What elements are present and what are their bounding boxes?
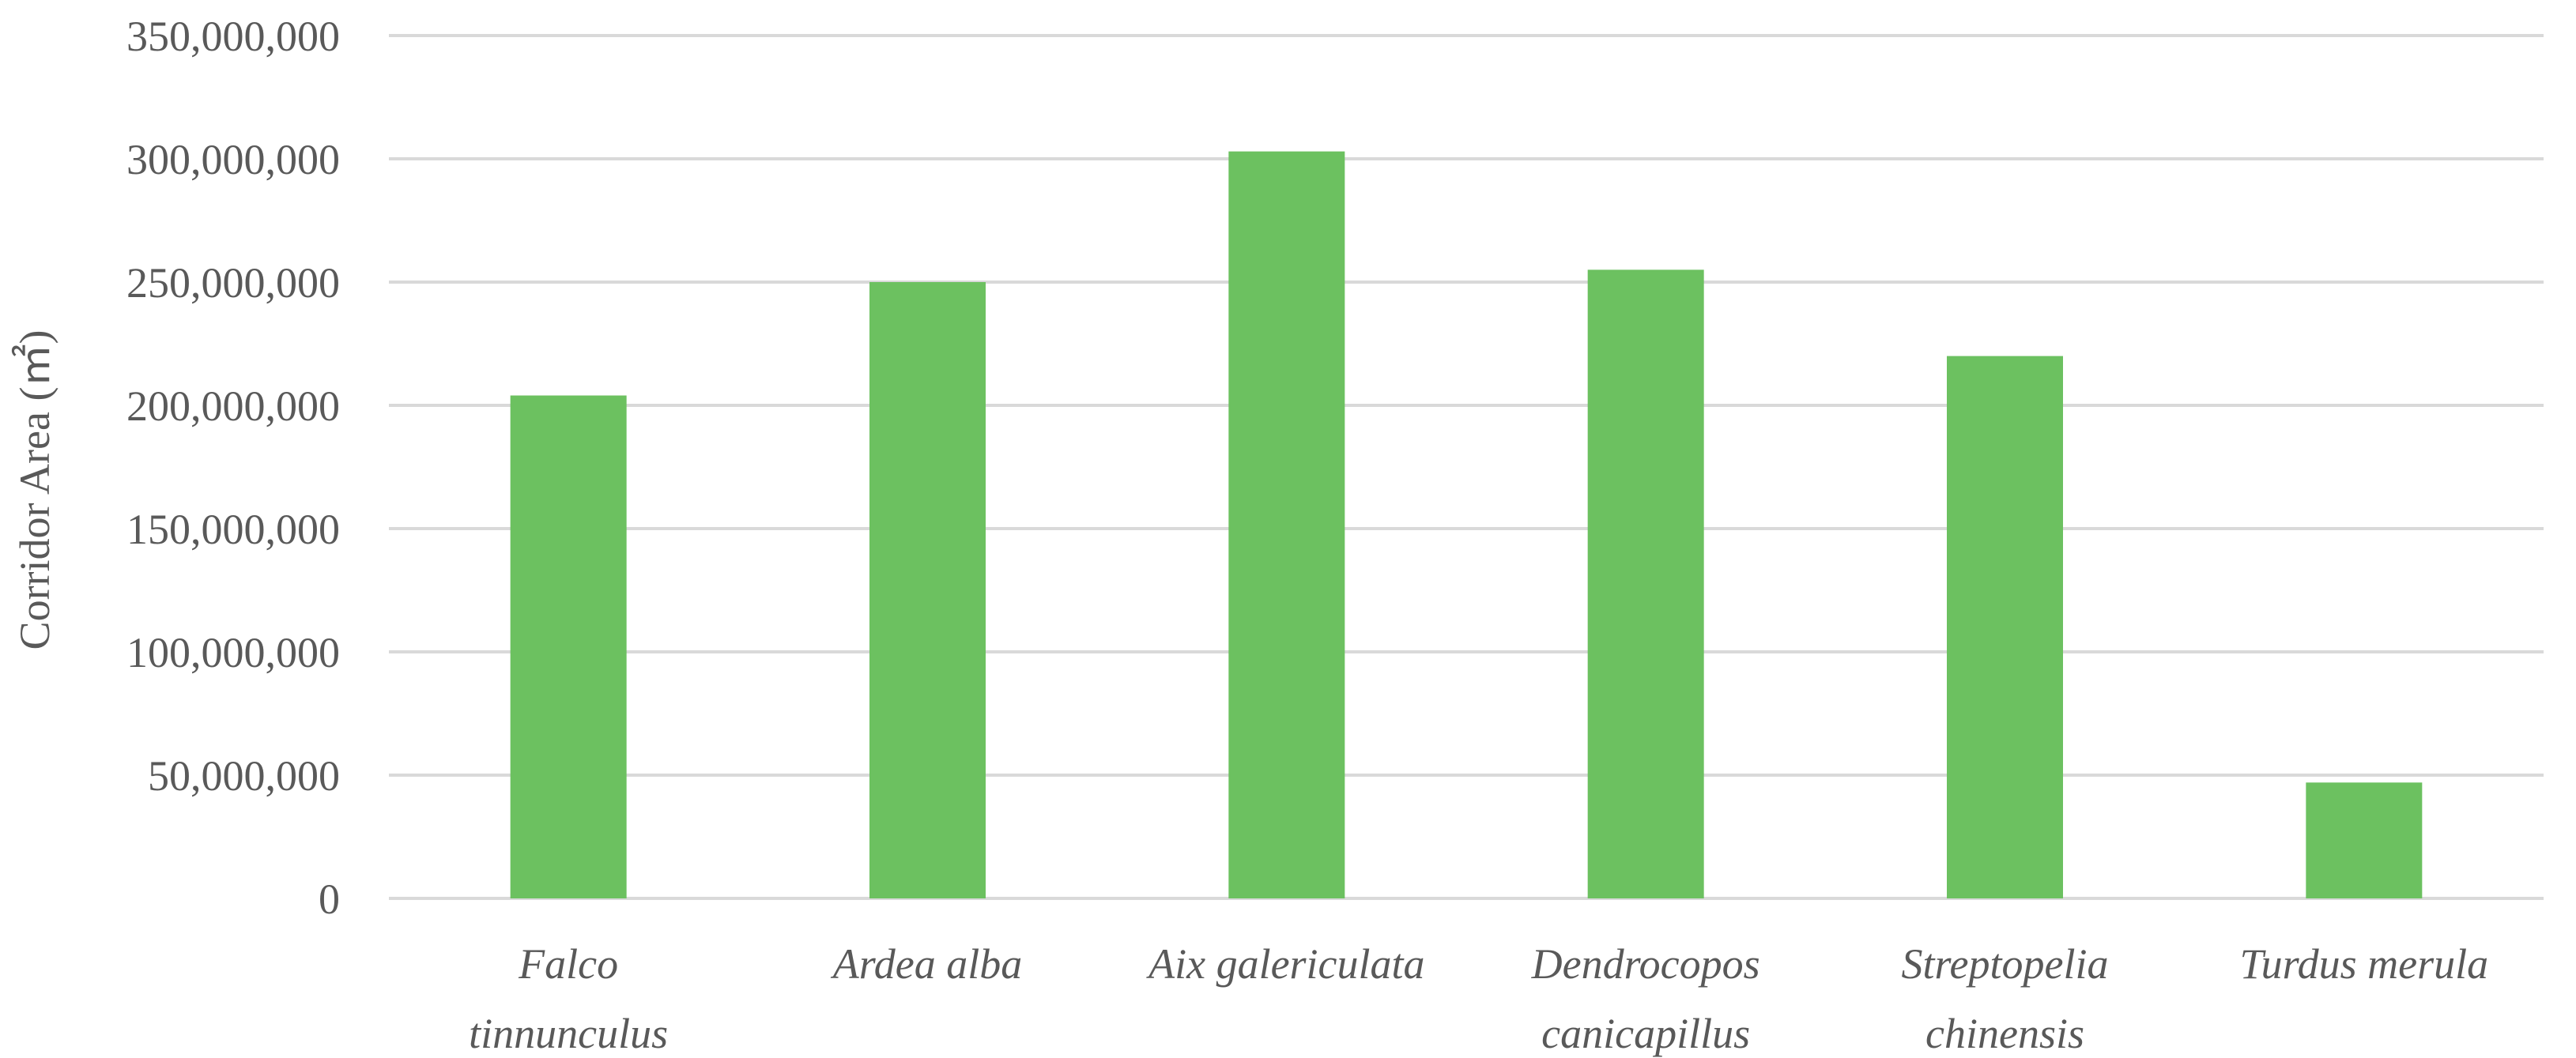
x-category-label-line: tinnunculus [469, 1010, 668, 1057]
y-axis-tick-labels: 0 50,000,000 100,000,000 150,000,000 200,000… [126, 13, 340, 923]
bars [510, 151, 2423, 899]
bar [2306, 782, 2423, 898]
x-category-label-line: Streptopelia [1902, 940, 2109, 988]
y-tick-label: 250,000,000 [126, 259, 340, 307]
bar [1228, 151, 1345, 898]
y-axis-title: Corridor Area (㎡) [11, 330, 58, 650]
y-tick-label: 150,000,000 [126, 506, 340, 553]
x-category-label: Turdus merula [2240, 940, 2489, 988]
x-category-label-line: Dendrocopos [1531, 940, 1760, 988]
x-category-label: Ardea alba [831, 940, 1022, 988]
x-category-label-line: chinensis [1925, 1010, 2084, 1057]
y-tick-label: 50,000,000 [148, 752, 340, 800]
y-tick-label: 350,000,000 [126, 13, 340, 60]
bar [1947, 356, 2063, 899]
bar [869, 282, 986, 898]
y-tick-label: 0 [319, 875, 340, 923]
x-category-label-line: Aix galericulata [1146, 940, 1424, 988]
x-category-label: Dendrocopos canicapillus [1531, 940, 1760, 1057]
x-category-label-line: Ardea alba [831, 940, 1022, 988]
x-axis-category-labels: Falco tinnunculus Ardea alba Aix galericula… [469, 940, 2488, 1057]
y-tick-label: 200,000,000 [126, 382, 340, 430]
y-tick-label: 300,000,000 [126, 136, 340, 183]
x-category-label-line: Falco [518, 940, 618, 988]
y-tick-label: 100,000,000 [126, 629, 340, 676]
x-category-label: Streptopelia chinensis [1902, 940, 2109, 1057]
gridlines [389, 34, 2544, 900]
bar [1587, 269, 1704, 898]
x-category-label: Aix galericulata [1146, 940, 1424, 988]
x-category-label: Falco tinnunculus [469, 940, 668, 1057]
x-category-label-line: canicapillus [1541, 1010, 1750, 1057]
x-category-label-line: Turdus merula [2240, 940, 2489, 988]
bar [510, 395, 627, 898]
